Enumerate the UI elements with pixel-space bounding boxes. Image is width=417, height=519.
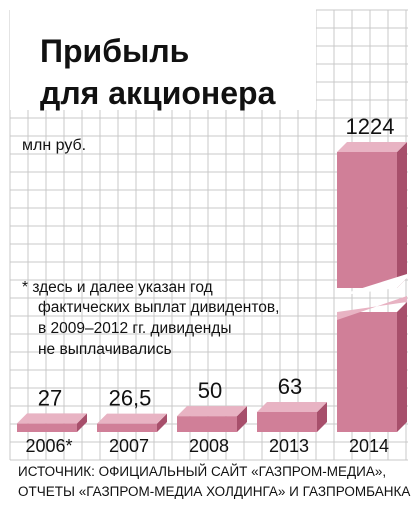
break-cut xyxy=(337,274,407,296)
bar xyxy=(337,142,407,432)
source-line-2: ОТЧЕТЫ «ГАЗПРОМ-МЕДИА ХОЛДИНГА» И ГАЗПРО… xyxy=(18,484,410,499)
source-note: ИСТОЧНИК: ОФИЦИАЛЬНЫЙ САЙТ «ГАЗПРОМ-МЕДИ… xyxy=(18,464,410,499)
footnote-line-2: фактических выплат дивидентов, xyxy=(38,299,279,316)
bar xyxy=(17,413,87,432)
chart-title: Прибыль для акционера xyxy=(10,8,316,111)
category-label: 2006* xyxy=(25,436,72,456)
bar-top xyxy=(257,402,327,412)
bar-front xyxy=(337,312,397,432)
bar-side xyxy=(397,142,407,288)
bar xyxy=(97,413,167,432)
bar-front xyxy=(177,416,237,432)
break-face xyxy=(337,296,407,320)
data-label: 26,5 xyxy=(109,386,152,411)
bar-front xyxy=(97,423,157,432)
bar-top xyxy=(177,406,247,417)
footnote-line-3: в 2009–2012 гг. дивиденды xyxy=(38,320,231,337)
bars xyxy=(17,142,407,432)
bar-top xyxy=(17,413,87,424)
bar-top xyxy=(337,142,407,152)
data-label: 63 xyxy=(278,374,302,399)
bar-side xyxy=(237,406,247,432)
data-label: 27 xyxy=(38,385,62,410)
category-label: 2014 xyxy=(349,436,389,456)
data-labels: 27 26,5 50 63 1224 xyxy=(38,114,395,411)
bar-side xyxy=(77,413,87,432)
bar-front xyxy=(17,423,77,432)
category-label: 2007 xyxy=(109,436,149,456)
bar xyxy=(257,402,327,432)
bar-top xyxy=(97,413,167,424)
data-label: 1224 xyxy=(346,114,395,139)
category-label: 2008 xyxy=(189,436,229,456)
data-label: 50 xyxy=(198,378,222,403)
bar-front xyxy=(257,412,317,432)
title-line-1: Прибыль xyxy=(40,33,189,69)
category-label: 2013 xyxy=(269,436,309,456)
title-line-2: для акционера xyxy=(40,75,276,111)
footnote-line-4: не выплачивались xyxy=(38,341,172,358)
footnote: * здесь и далее указан год фактических в… xyxy=(22,279,279,358)
bar-side xyxy=(157,413,167,432)
unit-label: млн руб. xyxy=(22,137,86,154)
footnote-line-1: * здесь и далее указан год xyxy=(22,279,213,296)
category-labels: 2006* 2007 2008 2013 2014 xyxy=(25,436,389,456)
bar-front xyxy=(337,152,397,288)
source-line-1: ИСТОЧНИК: ОФИЦИАЛЬНЫЙ САЙТ «ГАЗПРОМ-МЕДИ… xyxy=(18,464,386,479)
bar-side xyxy=(397,302,407,432)
bar xyxy=(177,406,247,432)
